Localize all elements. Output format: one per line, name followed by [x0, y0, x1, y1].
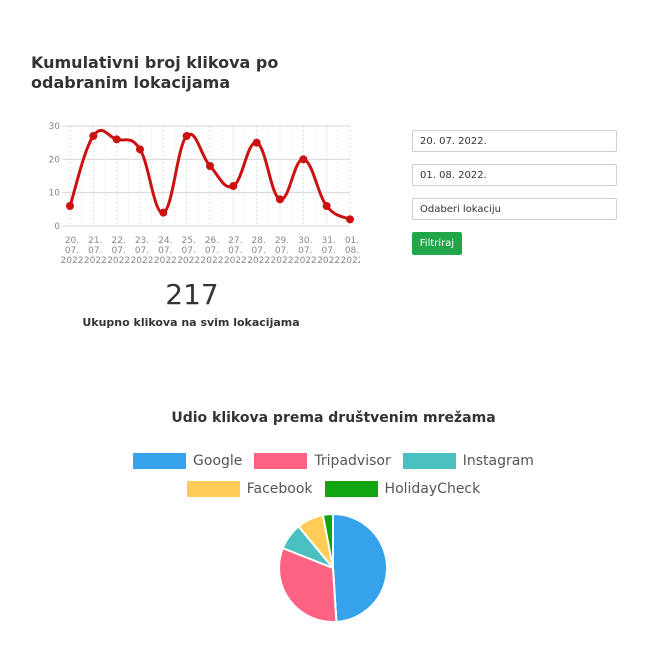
location-select[interactable]: Odaberi lokaciju	[412, 198, 617, 220]
legend-label: Tripadvisor	[314, 453, 391, 469]
x-tick-label: 21. 07. 2022	[84, 236, 107, 266]
data-point	[66, 202, 74, 210]
pie-legend-row-2: Facebook HolidayCheck	[0, 481, 667, 497]
main-title: Kumulativni broj klikova po odabranim lo…	[31, 53, 279, 92]
data-point	[136, 145, 144, 154]
x-tick-label: 27. 07. 2022	[224, 236, 247, 266]
x-tick-label: 01.08.2022	[341, 236, 360, 266]
legend-label: Google	[193, 453, 243, 469]
x-tick-label: 24. 07. 2022	[154, 236, 177, 266]
x-tick-label: 22. 07. 2022	[107, 236, 130, 266]
data-point	[159, 208, 168, 217]
social-share-title: Udio klikova prema društvenim mrežama	[171, 410, 496, 426]
data-point	[182, 132, 191, 140]
x-tick-label: 26. 07. 2022	[201, 236, 224, 266]
legend-label: Instagram	[462, 453, 534, 469]
x-tick-label: 30. 07. 2022	[294, 236, 317, 266]
legend-item-google[interactable]: Google	[133, 453, 242, 469]
total-clicks-label: Ukupno klikova na svim lokacijama	[82, 316, 300, 329]
legend-item-holidaycheck[interactable]: HolidayCheck	[324, 481, 481, 497]
data-point	[252, 138, 261, 147]
filter-button[interactable]: Filtriraj	[412, 232, 462, 255]
data-point	[206, 162, 214, 170]
pie-slice-google	[332, 512, 388, 623]
x-tick-label: 31. 07. 2022	[317, 236, 340, 266]
total-clicks-value: 217	[165, 278, 219, 311]
y-tick-label: 20	[49, 155, 61, 165]
data-point	[112, 135, 121, 144]
data-point	[276, 195, 284, 204]
x-tick-label: 20. 07. 2022	[61, 236, 84, 266]
legend-swatch	[186, 481, 240, 497]
pie-slice-tripadvisor	[278, 546, 338, 623]
x-tick-label: 25. 07. 2022	[177, 236, 200, 266]
y-tick-label: 10	[49, 189, 61, 199]
pie-slice-holidaycheck	[321, 512, 334, 569]
x-tick-label: 23. 07. 2022	[131, 236, 154, 266]
legend-swatch	[402, 453, 456, 469]
legend-swatch	[324, 481, 378, 497]
date-to-field[interactable]: 01. 08. 2022.	[412, 164, 617, 186]
x-tick-label: 29. 07. 2022	[271, 236, 294, 266]
legend-swatch	[133, 453, 187, 469]
pie-legend-row-1: Google Tripadvisor Instagram	[0, 453, 667, 469]
legend-item-tripadvisor[interactable]: Tripadvisor	[254, 453, 391, 469]
social-pie-chart	[278, 512, 388, 623]
y-tick-label: 0	[54, 222, 60, 232]
legend-item-instagram[interactable]: Instagram	[402, 453, 534, 469]
data-point	[229, 182, 238, 190]
y-tick-label: 30	[49, 122, 61, 132]
data-point	[322, 202, 331, 210]
data-point	[89, 132, 98, 140]
legend-item-facebook[interactable]: Facebook	[186, 481, 313, 497]
data-point	[299, 155, 308, 164]
x-tick-label: 28. 07. 2022	[247, 236, 270, 266]
legend-swatch	[254, 453, 308, 469]
legend-label: HolidayCheck	[384, 481, 481, 497]
data-point	[346, 215, 354, 224]
legend-label: Facebook	[246, 481, 313, 497]
date-from-field[interactable]: 20. 07. 2022.	[412, 130, 617, 152]
